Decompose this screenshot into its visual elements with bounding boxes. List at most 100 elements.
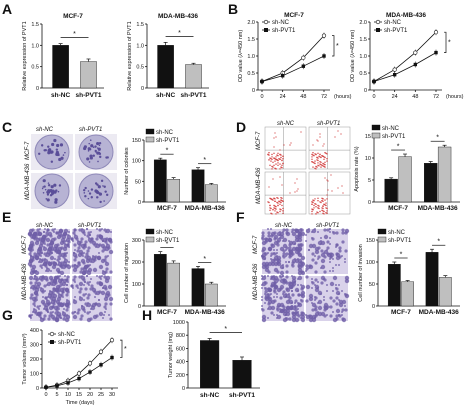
H-ytick-label: 0 <box>182 386 185 392</box>
image-label-nc-c: sh-NC <box>36 127 54 133</box>
H-ytick-label: 800 <box>176 333 185 339</box>
B1-series-0 <box>261 35 325 82</box>
B2-point-1-1 <box>392 73 397 77</box>
B2-ytick-label: 0.5 <box>359 71 367 77</box>
H-ylabel: Tumor weight (mg) <box>168 332 174 378</box>
colony-image-mcf-nc <box>31 134 73 170</box>
G-xtick-label: 20 <box>87 392 93 398</box>
E-legend-label: sh-PVT1 <box>156 238 180 244</box>
B2-point-1-2 <box>413 62 418 67</box>
G-point-1-6 <box>110 355 114 360</box>
G-point-0-3 <box>76 371 82 376</box>
B1-xtick-label: 0 <box>260 94 263 100</box>
G-xtick-label: 5 <box>55 392 58 398</box>
A2-bar-0 <box>157 45 174 89</box>
B1-ytick-label: 1.5 <box>247 37 255 43</box>
colony-image-mcf-pvt <box>75 134 117 170</box>
B1-ytick-label: 0.5 <box>247 71 255 77</box>
H-bar-1 <box>232 360 252 389</box>
B1-legend-label: sh-PVT1 <box>272 28 296 34</box>
B1-legend-marker <box>263 19 269 25</box>
A2-ytick-label: 1.5 <box>136 22 144 28</box>
chart-H: 0 200 400 600 800 1000 Tumor weight (mg) sh-NC s… <box>168 320 260 399</box>
D-legend-swatch <box>371 132 381 139</box>
G-point-1-3 <box>77 376 81 381</box>
D-ytick-label: 10 <box>365 156 371 162</box>
image-row-mda-e: MDA-MB-436 <box>22 263 28 300</box>
E-1-sig-star: * <box>203 256 206 263</box>
C-ytick-label: 0 <box>138 200 141 206</box>
B2-xtick-label: 0 <box>372 94 375 100</box>
F-ytick-label: 50 <box>369 282 375 288</box>
facs-image-mcf-nc <box>264 126 307 170</box>
G-ylabel: Tumor volume (mm³) <box>22 333 28 384</box>
E-bar-0-1 <box>167 262 180 307</box>
facs-image-mcf-pvt <box>308 126 351 170</box>
E-xtick-label: MDA-MB-436 <box>185 309 225 316</box>
D-ylabel: Apoptosis rate (%) <box>354 146 360 191</box>
C-legend-label: sh-NC <box>156 130 174 136</box>
chart-D: 0 5 10 15 Apoptosis rate (%) * MCF-7 * MDA-MB-43… <box>354 124 460 212</box>
B2-legend-marker <box>375 27 380 32</box>
D-ytick-label: 0 <box>368 200 371 206</box>
F-legend-swatch <box>377 236 387 243</box>
G-point-1-0 <box>44 385 48 389</box>
A2-ytick-label: 0 <box>141 86 144 92</box>
F-bar-1-1 <box>438 277 452 307</box>
H-ytick-label: 600 <box>176 346 185 352</box>
E-xtick-label: MCF-7 <box>157 309 177 316</box>
image-row-mda-c: MDA-MB-436 <box>25 163 31 200</box>
B1-ytick-label: 0 <box>252 88 255 94</box>
D-legend-label: sh-PVT1 <box>382 134 406 140</box>
B1-legend-label: sh-NC <box>272 20 290 26</box>
image-label-nc-d: sh-NC <box>277 121 295 127</box>
G-xlabel: Time (days) <box>66 400 95 406</box>
E-ytick-label: 0 <box>138 304 141 310</box>
B1-point-1-2 <box>301 64 306 68</box>
B1-xtick-label: 24 <box>280 94 286 100</box>
migration-image-mcf-pvt <box>70 228 114 276</box>
A1-ylabel: Relative expression of PVT1 <box>22 21 28 90</box>
chart-B1: 0 0.5 1.0 1.5 2.0OD value (λ=450 nm) 0 24 48 72 *… <box>238 12 352 100</box>
image-row-mda-f: MDA-MB-436 <box>253 263 259 300</box>
B2-legend-marker <box>375 19 381 25</box>
C-legend-swatch <box>145 136 155 143</box>
G-legend-marker <box>49 331 55 337</box>
image-label-pvt-e: sh-PVT1 <box>78 223 101 229</box>
H-xtick-label: sh-NC <box>200 392 219 399</box>
C-xtick-label: MDA-MB-436 <box>185 205 225 212</box>
image-row-mcf-c: MCF-7 <box>25 141 31 160</box>
image-row-mcf-f: MCF-7 <box>253 235 259 254</box>
H-xtick-label: sh-PVT1 <box>229 392 255 399</box>
B1-sig-star: * <box>336 43 339 50</box>
B1-xtick-label: 48 <box>300 94 306 100</box>
colony-image-mda-pvt <box>75 173 117 209</box>
B2-sig-star: * <box>448 39 451 46</box>
chart-B2: 0 0.5 1.0 1.5 2.0OD value (λ=450 nm) 0 24 48 72 *… <box>350 12 464 100</box>
migration-image-mda-pvt <box>70 275 114 323</box>
B2-xlabel: (hours) <box>446 94 464 100</box>
migration-image-mda-nc <box>28 275 71 323</box>
F-xtick-label: MDA-MB-436 <box>419 309 459 316</box>
G-point-0-4 <box>87 361 93 366</box>
D-bar-0-1 <box>398 156 412 203</box>
image-row-mcf-d: MCF-7 <box>256 131 262 150</box>
panel-label-b: B <box>228 1 238 17</box>
B2-series-0 <box>373 31 437 82</box>
B1-xtick-label: 72 <box>321 94 327 100</box>
A1-ytick-label: 1.0 <box>31 43 39 49</box>
G-xtick-label: 10 <box>65 392 71 398</box>
C-legend-swatch <box>145 128 155 135</box>
E-legend-swatch <box>145 236 155 243</box>
D-ytick-label: 5 <box>368 178 371 184</box>
B2-point-1-0 <box>372 79 376 84</box>
colony-image-mda-nc <box>31 173 73 209</box>
A1-xtick-label: sh-PVT1 <box>75 92 101 99</box>
G-point-0-6 <box>109 338 115 343</box>
A1-title: MCF-7 <box>63 13 83 20</box>
E-bar-1-1 <box>204 283 218 307</box>
panel-label-c: C <box>2 119 12 135</box>
E-ytick-label: 100 <box>132 282 141 288</box>
